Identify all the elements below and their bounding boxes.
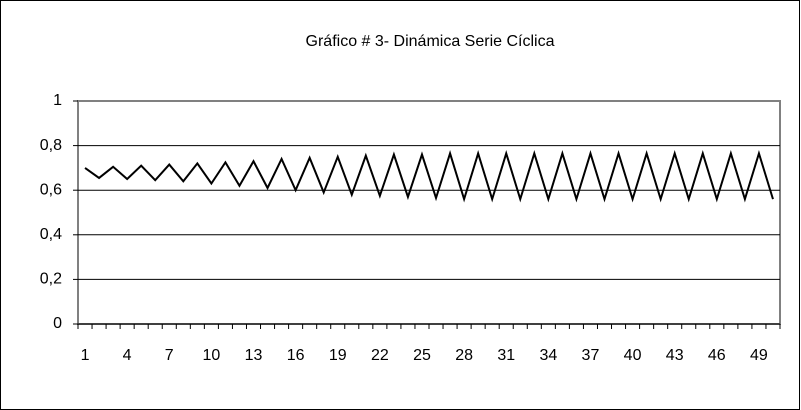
x-tick-label: 31 bbox=[497, 347, 515, 364]
x-tick-label: 40 bbox=[624, 347, 642, 364]
x-tick-label: 49 bbox=[750, 347, 768, 364]
x-tick-label: 13 bbox=[245, 347, 263, 364]
x-tick-label: 46 bbox=[708, 347, 726, 364]
x-tick-label: 16 bbox=[287, 347, 305, 364]
x-tick-label: 7 bbox=[165, 347, 174, 364]
x-tick-label: 25 bbox=[413, 347, 431, 364]
x-tick-label: 37 bbox=[582, 347, 600, 364]
y-tick-label: 0,8 bbox=[40, 137, 62, 154]
x-tick-label: 34 bbox=[539, 347, 557, 364]
y-tick-label: 0,6 bbox=[40, 181, 62, 198]
plot-area bbox=[77, 100, 781, 325]
data-line bbox=[84, 150, 774, 203]
y-tick-label: 0 bbox=[53, 315, 62, 332]
chart-title: Gráfico # 3- Dinámica Serie Cíclica bbox=[306, 33, 555, 50]
x-tick-label: 28 bbox=[455, 347, 473, 364]
x-tick-label: 10 bbox=[202, 347, 220, 364]
x-tick-label: 22 bbox=[371, 347, 389, 364]
x-tick-label: 4 bbox=[123, 347, 132, 364]
y-tick-label: 1 bbox=[53, 92, 62, 109]
x-tick-label: 1 bbox=[81, 347, 90, 364]
y-tick-label: 0,2 bbox=[40, 271, 62, 288]
x-tick-label: 19 bbox=[329, 347, 347, 364]
y-tick-label: 0,4 bbox=[40, 226, 62, 243]
x-tick-label: 43 bbox=[666, 347, 684, 364]
